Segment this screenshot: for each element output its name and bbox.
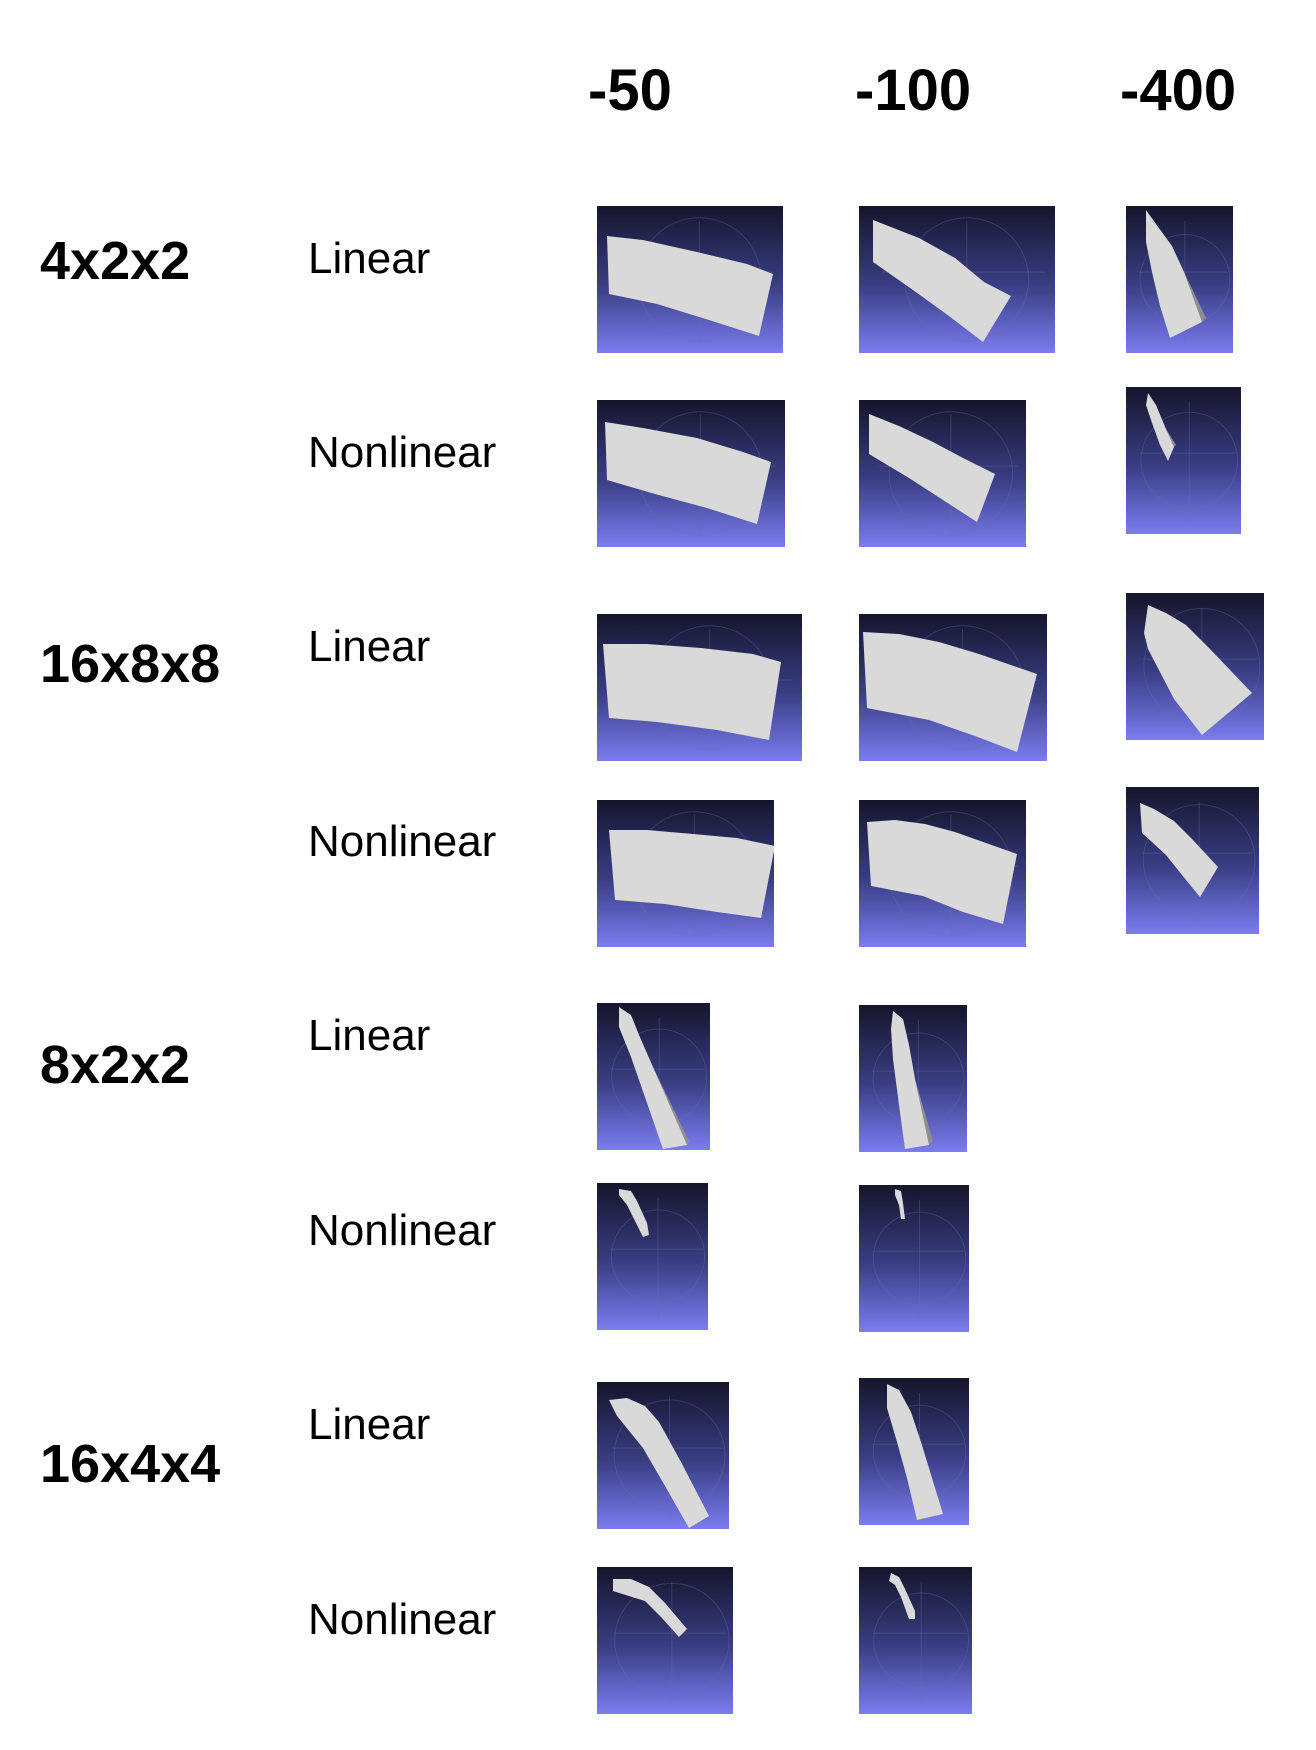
- render-4x2x2-linear-400-image: [1126, 206, 1233, 353]
- type-label-16x8x8-nonlinear: Nonlinear: [308, 816, 496, 868]
- render-8x2x2-nonlinear-50-image: [597, 1183, 708, 1330]
- render-16x4x4-nonlinear-50-image: [597, 1567, 733, 1714]
- render-8x2x2-nonlinear-100-image: [859, 1185, 969, 1332]
- render-16x4x4-nonlinear-100-image: [859, 1567, 972, 1714]
- render-16x8x8-linear-100-image: [859, 614, 1047, 761]
- render-16x4x4-linear-100: [859, 1378, 969, 1525]
- render-4x2x2-nonlinear-100-image: [859, 400, 1026, 547]
- render-16x8x8-linear-50-image: [597, 614, 802, 761]
- render-8x2x2-linear-50: [597, 1003, 710, 1150]
- render-4x2x2-nonlinear-400-image: [1126, 387, 1241, 534]
- render-8x2x2-linear-50-image: [597, 1003, 710, 1150]
- render-16x4x4-nonlinear-100: [859, 1567, 972, 1714]
- type-label-16x4x4-linear: Linear: [308, 1399, 430, 1451]
- render-16x8x8-nonlinear-100: [859, 800, 1026, 947]
- render-8x2x2-nonlinear-50: [597, 1183, 708, 1330]
- render-16x8x8-linear-50: [597, 614, 802, 761]
- render-16x8x8-linear-100: [859, 614, 1047, 761]
- viewport-background: [859, 1185, 969, 1332]
- render-8x2x2-linear-100: [859, 1005, 967, 1152]
- render-16x4x4-linear-100-image: [859, 1378, 969, 1525]
- mesh-label-4x2x2: 4x2x2: [40, 230, 190, 292]
- viewport-background: [859, 1567, 972, 1714]
- render-8x2x2-nonlinear-100: [859, 1185, 969, 1332]
- render-4x2x2-linear-100-image: [859, 206, 1055, 353]
- mesh-label-16x8x8: 16x8x8: [40, 633, 220, 695]
- render-16x8x8-nonlinear-400: [1126, 787, 1259, 934]
- render-4x2x2-nonlinear-100: [859, 400, 1026, 547]
- render-16x8x8-linear-400-image: [1126, 593, 1264, 740]
- type-label-8x2x2-linear: Linear: [308, 1010, 430, 1062]
- column-header-400: -400: [1120, 58, 1236, 124]
- render-16x4x4-linear-50-image: [597, 1382, 729, 1529]
- type-label-8x2x2-nonlinear: Nonlinear: [308, 1205, 496, 1257]
- column-header-50: -50: [588, 58, 672, 124]
- render-4x2x2-nonlinear-50-image: [597, 400, 785, 547]
- render-16x8x8-nonlinear-400-image: [1126, 787, 1259, 934]
- render-16x8x8-nonlinear-50: [597, 800, 774, 947]
- type-label-4x2x2-nonlinear: Nonlinear: [308, 427, 496, 479]
- render-4x2x2-linear-400: [1126, 206, 1233, 353]
- render-16x4x4-nonlinear-50: [597, 1567, 733, 1714]
- render-4x2x2-nonlinear-50: [597, 400, 785, 547]
- type-label-16x8x8-linear: Linear: [308, 621, 430, 673]
- render-4x2x2-linear-100: [859, 206, 1055, 353]
- type-label-16x4x4-nonlinear: Nonlinear: [308, 1594, 496, 1646]
- viewport-background: [1126, 387, 1241, 534]
- mesh-label-16x4x4: 16x4x4: [40, 1433, 220, 1495]
- render-16x8x8-nonlinear-50-image: [597, 800, 774, 947]
- type-label-4x2x2-linear: Linear: [308, 233, 430, 285]
- render-4x2x2-linear-50: [597, 206, 783, 353]
- mesh-label-8x2x2: 8x2x2: [40, 1034, 190, 1096]
- render-16x8x8-nonlinear-100-image: [859, 800, 1026, 947]
- render-4x2x2-linear-50-image: [597, 206, 783, 353]
- render-16x8x8-linear-400: [1126, 593, 1264, 740]
- render-8x2x2-linear-100-image: [859, 1005, 967, 1152]
- viewport-background: [597, 1183, 708, 1330]
- render-16x4x4-linear-50: [597, 1382, 729, 1529]
- render-4x2x2-nonlinear-400: [1126, 387, 1241, 534]
- column-header-100: -100: [855, 58, 971, 124]
